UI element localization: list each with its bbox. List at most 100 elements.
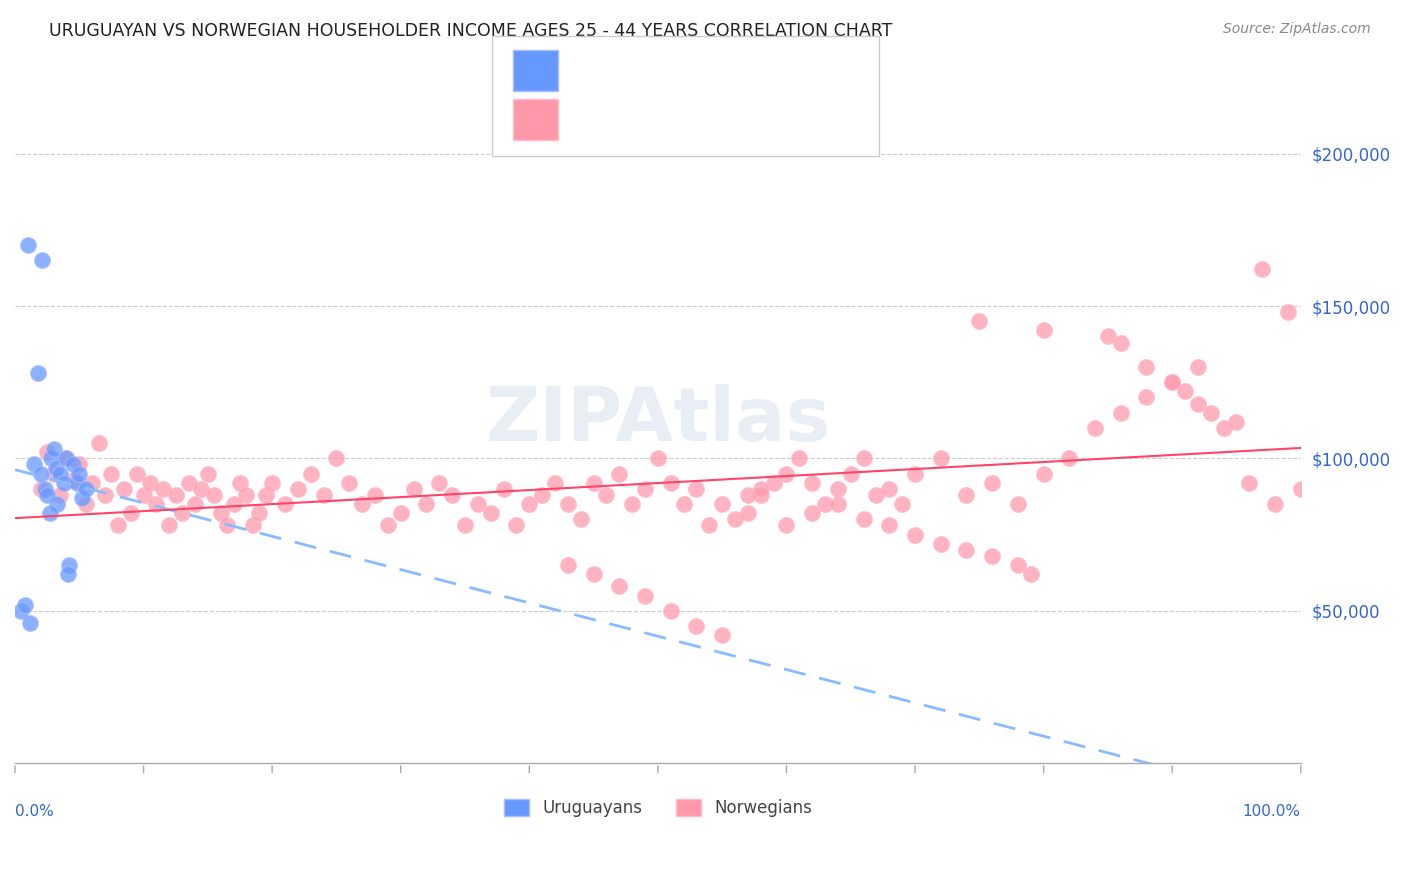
Point [209, 506, 232, 520]
Point [197, 467, 219, 481]
Point [1264, 497, 1286, 511]
Point [247, 506, 270, 520]
Point [1289, 482, 1312, 496]
Point [49, 488, 72, 502]
Point [427, 475, 450, 490]
Point [145, 497, 167, 511]
Point [202, 488, 225, 502]
Point [20, 615, 42, 630]
Point [66, 475, 89, 490]
Point [402, 482, 425, 496]
Point [17, 238, 39, 252]
Point [75, 482, 97, 496]
Point [190, 482, 212, 496]
Point [749, 482, 772, 496]
Point [377, 518, 399, 533]
Point [904, 527, 927, 541]
Point [1239, 475, 1261, 490]
Point [981, 549, 1004, 563]
Point [492, 482, 515, 496]
Text: 100.0%: 100.0% [1243, 805, 1301, 819]
Point [557, 497, 579, 511]
Point [337, 475, 360, 490]
Point [839, 467, 862, 481]
Point [1007, 497, 1029, 511]
Point [685, 619, 707, 633]
Point [479, 506, 502, 520]
Point [1109, 406, 1132, 420]
Point [10, 604, 32, 618]
Point [62, 458, 84, 472]
Point [56, 567, 79, 582]
Point [711, 628, 734, 642]
Point [112, 482, 135, 496]
Point [697, 518, 720, 533]
Point [55, 451, 77, 466]
Point [30, 467, 52, 481]
Point [1174, 384, 1197, 399]
Point [724, 512, 747, 526]
Point [157, 518, 180, 533]
Point [38, 506, 60, 520]
Point [55, 451, 77, 466]
Point [557, 558, 579, 572]
Point [274, 497, 297, 511]
Point [139, 475, 162, 490]
Point [582, 475, 605, 490]
Text: R =: R = [569, 108, 606, 126]
Point [37, 445, 59, 459]
Point [1059, 451, 1081, 466]
Point [775, 467, 797, 481]
Point [1212, 421, 1234, 435]
Point [177, 475, 200, 490]
Point [1135, 359, 1157, 374]
Point [852, 512, 875, 526]
Point [39, 451, 62, 466]
Point [1135, 391, 1157, 405]
Point [389, 506, 412, 520]
Point [955, 542, 977, 557]
Point [49, 467, 72, 481]
Point [107, 518, 129, 533]
Point [1084, 421, 1107, 435]
Point [30, 482, 52, 496]
Point [1019, 567, 1042, 582]
Point [595, 488, 617, 502]
Point [904, 467, 927, 481]
Point [100, 467, 122, 481]
Point [1187, 396, 1209, 410]
Text: 25: 25 [728, 60, 758, 78]
Text: URUGUAYAN VS NORWEGIAN HOUSEHOLDER INCOME AGES 25 - 44 YEARS CORRELATION CHART: URUGUAYAN VS NORWEGIAN HOUSEHOLDER INCOM… [49, 22, 893, 40]
Point [467, 497, 489, 511]
Point [37, 488, 59, 502]
Point [70, 491, 93, 505]
Point [1161, 375, 1184, 389]
Point [929, 537, 952, 551]
Point [415, 497, 437, 511]
Point [287, 482, 309, 496]
Point [929, 451, 952, 466]
Point [364, 488, 387, 502]
Point [801, 506, 824, 520]
Point [34, 482, 56, 496]
Point [62, 473, 84, 487]
Point [1187, 359, 1209, 374]
Point [981, 475, 1004, 490]
Point [184, 497, 207, 511]
Text: ZIPAtlas: ZIPAtlas [485, 384, 831, 457]
Point [132, 488, 155, 502]
Point [352, 497, 374, 511]
Text: Source: ZipAtlas.com: Source: ZipAtlas.com [1223, 22, 1371, 37]
Point [582, 567, 605, 582]
Point [621, 497, 644, 511]
Point [879, 518, 901, 533]
Point [1109, 335, 1132, 350]
Point [82, 475, 104, 490]
Point [814, 497, 837, 511]
Point [647, 451, 669, 466]
Point [827, 497, 849, 511]
Point [299, 467, 322, 481]
Point [254, 488, 277, 502]
Point [14, 598, 37, 612]
Point [45, 460, 67, 475]
